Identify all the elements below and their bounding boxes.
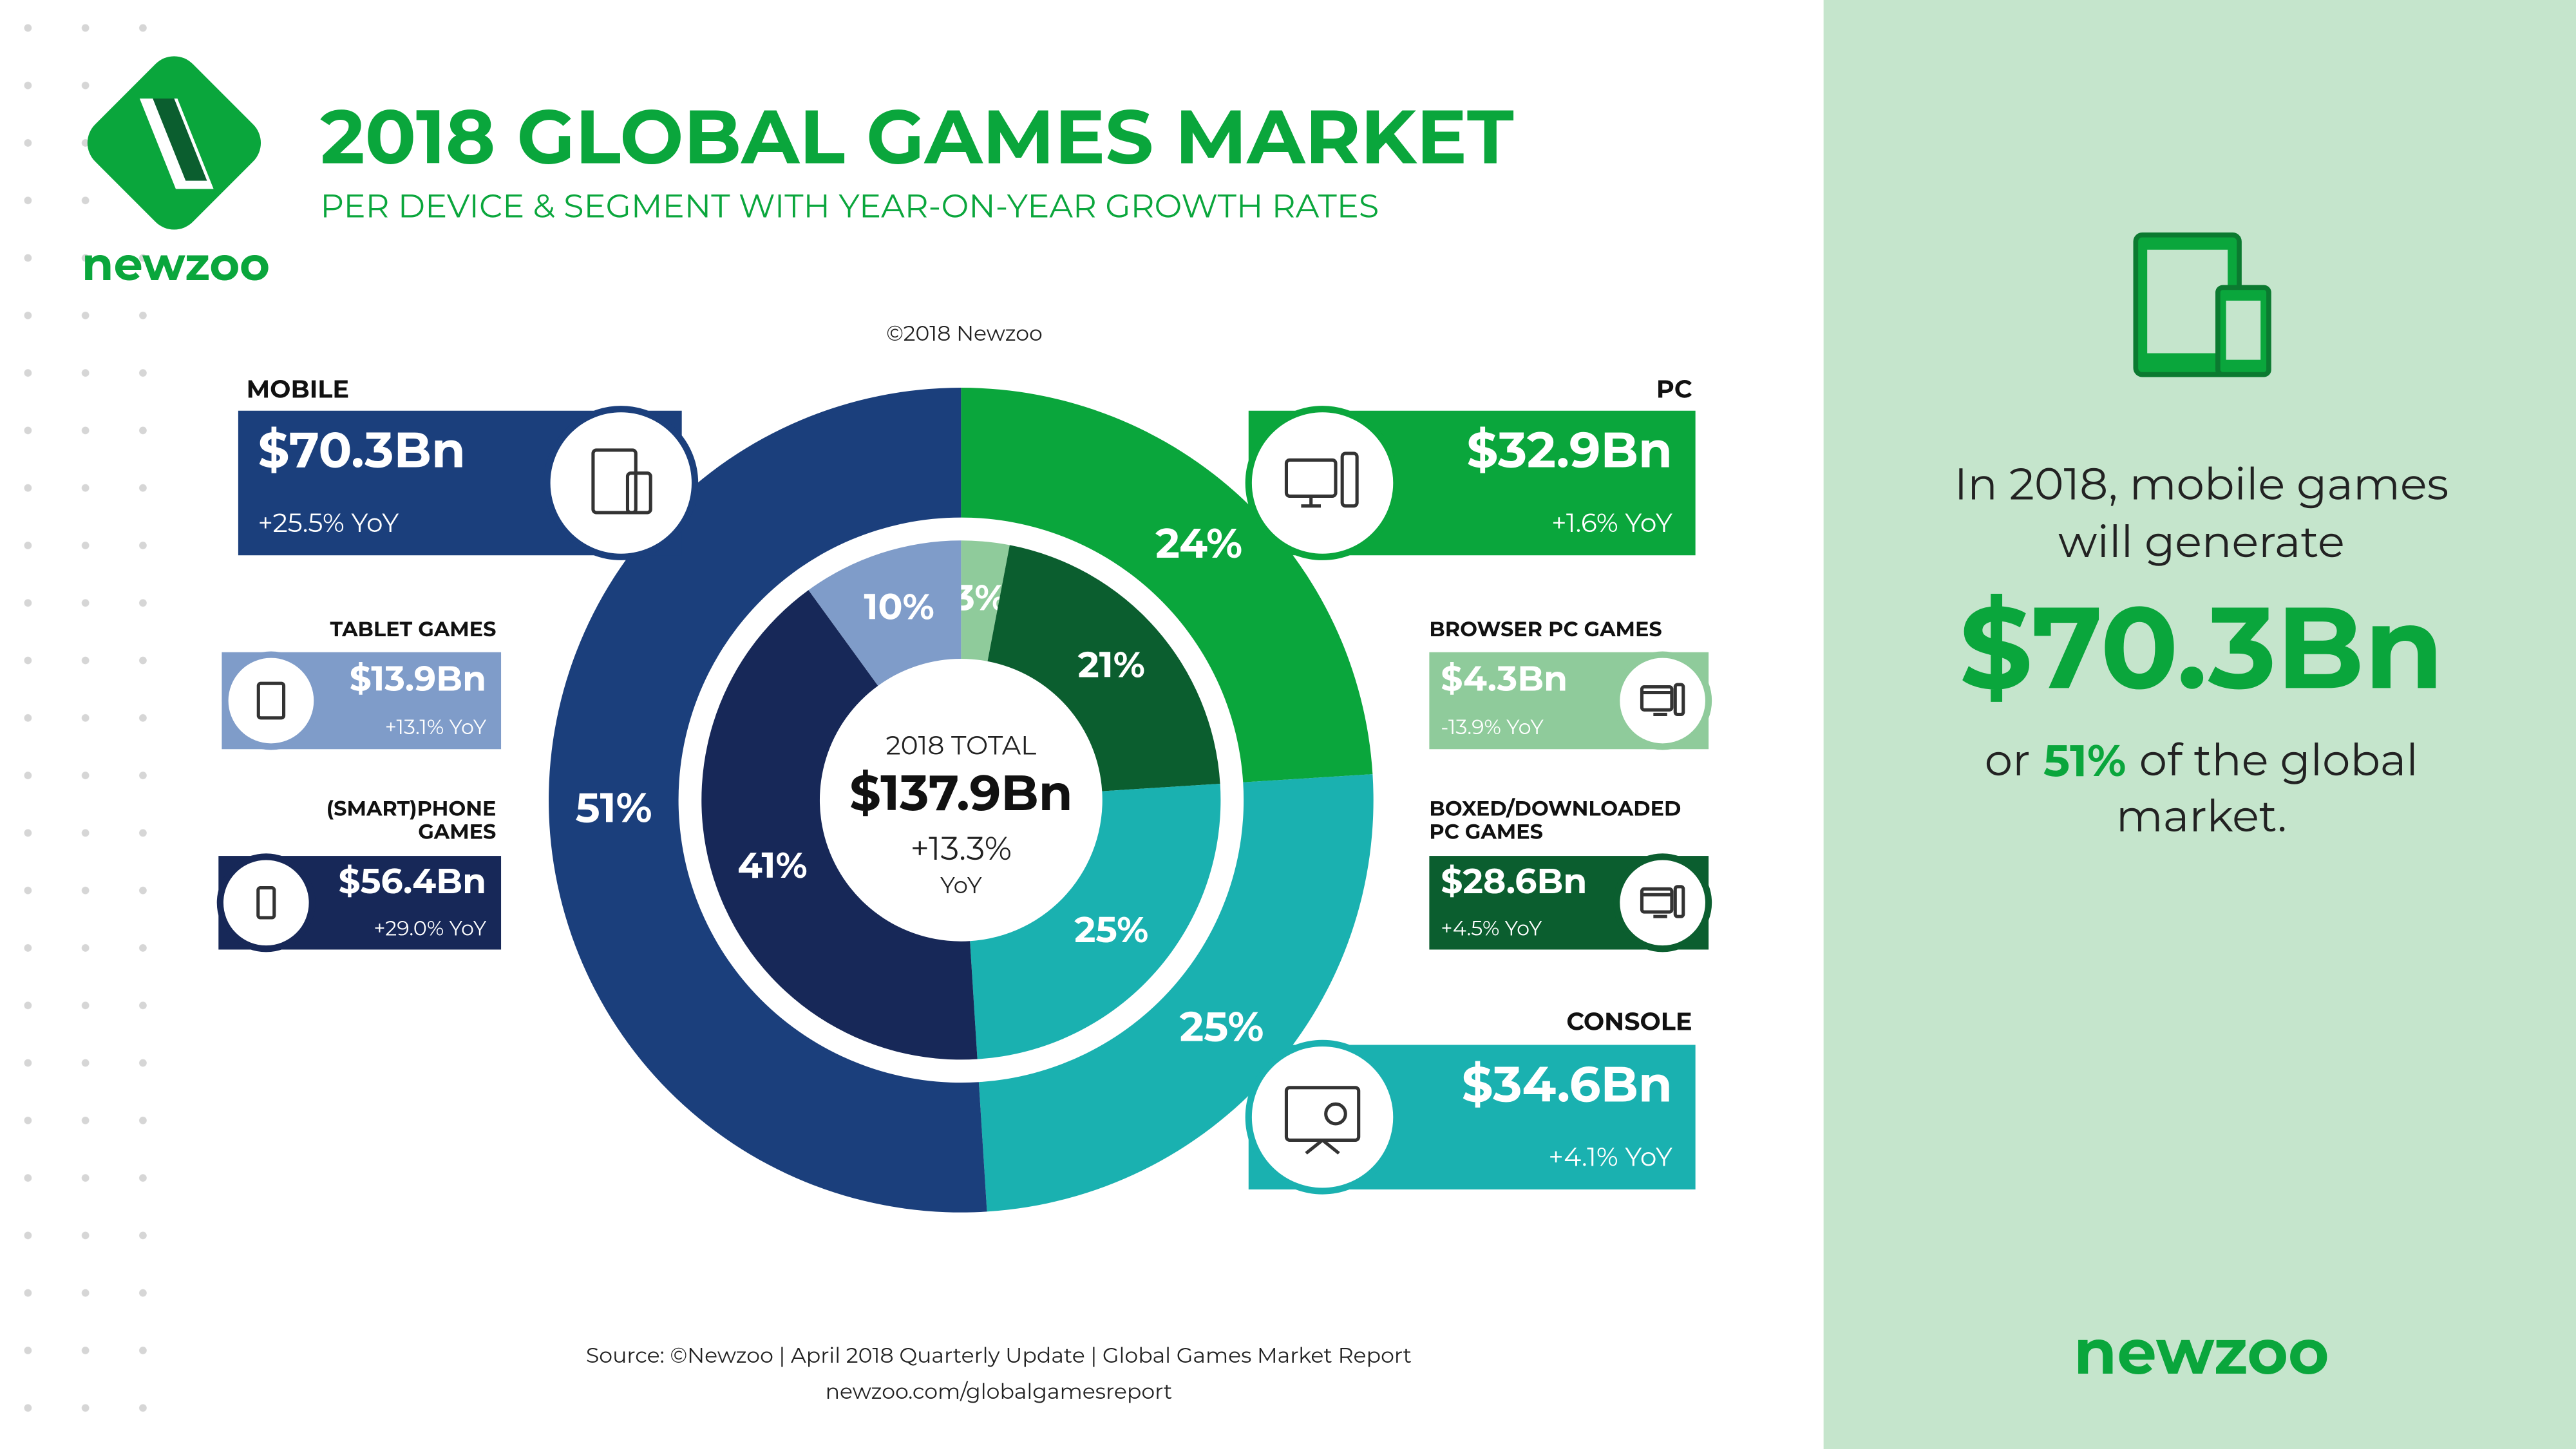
icon-part bbox=[256, 681, 286, 720]
icon-part bbox=[1673, 885, 1685, 918]
panel-intro: will generate bbox=[2058, 515, 2345, 569]
callout-icon-circle bbox=[1613, 853, 1712, 952]
icon bbox=[1284, 451, 1359, 508]
center-growth: +13.3% bbox=[911, 828, 1012, 868]
url: newzoo.com/globalgamesreport bbox=[826, 1379, 1173, 1405]
dot-pattern bbox=[0, 0, 173, 1449]
donut-segment bbox=[549, 388, 987, 1213]
icon-part bbox=[1324, 1102, 1347, 1126]
callout-heading: PC bbox=[1656, 374, 1692, 404]
panel-share-line: or 51% of the global bbox=[1985, 733, 2418, 787]
center-label: 2018 TOTAL bbox=[886, 729, 1037, 761]
copyright: ©2018 Newzoo bbox=[886, 321, 1043, 346]
callout-heading: MOBILE bbox=[247, 374, 349, 404]
callout-revenue: $70.3Bn bbox=[258, 421, 466, 480]
icon bbox=[256, 681, 286, 720]
donut-segment bbox=[978, 774, 1374, 1212]
icon-part bbox=[1340, 451, 1359, 508]
icon-part bbox=[1673, 683, 1685, 716]
center-unit: YoY bbox=[940, 871, 982, 899]
callout-revenue: $32.9Bn bbox=[1466, 421, 1672, 480]
callout-icon-circle bbox=[1245, 1039, 1400, 1195]
donut-segment bbox=[987, 545, 1220, 791]
callout-icon-circle bbox=[544, 406, 699, 560]
share-suffix: of the global bbox=[2139, 733, 2418, 787]
callout-icon-circle bbox=[216, 853, 316, 952]
segment-label: 10% bbox=[864, 585, 934, 629]
callout-growth: +25.5% YoY bbox=[258, 507, 399, 539]
callout-heading: CONSOLE bbox=[1566, 1007, 1692, 1037]
segment-label: 21% bbox=[1078, 643, 1145, 687]
donut-segment bbox=[970, 784, 1221, 1059]
donut-segment bbox=[961, 388, 1373, 782]
panel-amount: $70.3Bn bbox=[1959, 576, 2443, 717]
callout-icon-circle bbox=[222, 651, 321, 750]
segment-label: 41% bbox=[737, 844, 807, 887]
panel-icon bbox=[2133, 232, 2271, 377]
callout-growth: +1.6% YoY bbox=[1551, 507, 1672, 539]
source: Source: ©Newzoo | April 2018 Quarterly U… bbox=[586, 1343, 1412, 1368]
panel-brand: newzoo bbox=[2074, 1314, 2329, 1390]
callout-revenue: $4.3Bn bbox=[1441, 658, 1567, 699]
segment-label: 51% bbox=[576, 782, 652, 833]
callout-heading: BROWSER PC GAMES bbox=[1429, 617, 1662, 642]
segment-label: 25% bbox=[1180, 1001, 1264, 1052]
callout-revenue: $28.6Bn bbox=[1441, 860, 1587, 902]
label-line: GAMES bbox=[418, 819, 496, 844]
icon bbox=[591, 448, 652, 515]
callout-heading: TABLET GAMES bbox=[330, 617, 497, 642]
callout-growth: +13.1% YoY bbox=[385, 715, 487, 740]
label-line: (SMART)PHONE bbox=[327, 796, 497, 821]
icon-part bbox=[591, 448, 638, 515]
share-prefix: or bbox=[1985, 733, 2031, 787]
icon-part bbox=[1305, 1139, 1324, 1155]
icon bbox=[1640, 683, 1685, 716]
callout-revenue: $34.6Bn bbox=[1462, 1054, 1672, 1114]
label-line: PC GAMES bbox=[1429, 819, 1543, 844]
icon-part bbox=[256, 886, 276, 920]
center-value: $137.9Bn bbox=[849, 763, 1073, 823]
callout-growth: +4.5% YoY bbox=[1441, 916, 1542, 941]
segment-label: 25% bbox=[1074, 908, 1148, 952]
callout-heading: BOXED/DOWNLOADED PC GAMES bbox=[1429, 796, 1681, 844]
side-panel bbox=[1823, 0, 2576, 1449]
donut-segment bbox=[701, 590, 978, 1060]
title: 2018 GLOBAL GAMES MARKET bbox=[320, 91, 1514, 183]
share: 51% bbox=[2043, 734, 2126, 788]
icon-part bbox=[1640, 887, 1674, 914]
callout-revenue: $56.4Bn bbox=[338, 860, 486, 902]
icon-part bbox=[1640, 685, 1674, 712]
logo bbox=[87, 56, 261, 230]
callout-icon-circle bbox=[1245, 406, 1400, 560]
icon bbox=[1284, 1086, 1361, 1155]
callout-revenue: $13.9Bn bbox=[350, 658, 486, 699]
icon bbox=[1640, 885, 1685, 918]
donut-segment bbox=[961, 540, 1010, 661]
callout-growth: +29.0% YoY bbox=[374, 916, 487, 941]
panel-intro: In 2018, mobile games bbox=[1955, 457, 2449, 511]
callout-heading: (SMART)PHONE GAMES bbox=[327, 796, 497, 844]
callout-icon-circle bbox=[1613, 651, 1712, 750]
subtitle: PER DEVICE & SEGMENT WITH YEAR-ON-YEAR G… bbox=[320, 185, 1379, 225]
segment-label: 24% bbox=[1155, 518, 1242, 569]
callout-growth: +4.1% YoY bbox=[1548, 1141, 1672, 1173]
brand: newzoo bbox=[82, 236, 270, 292]
icon bbox=[256, 886, 276, 920]
icon-part bbox=[625, 471, 652, 515]
panel-last-line: market. bbox=[2116, 789, 2287, 843]
icon-part bbox=[1321, 1139, 1340, 1155]
label-line: BOXED/DOWNLOADED bbox=[1429, 796, 1681, 821]
callout-growth: -13.9% YoY bbox=[1441, 715, 1544, 740]
donut-segment bbox=[808, 540, 961, 686]
